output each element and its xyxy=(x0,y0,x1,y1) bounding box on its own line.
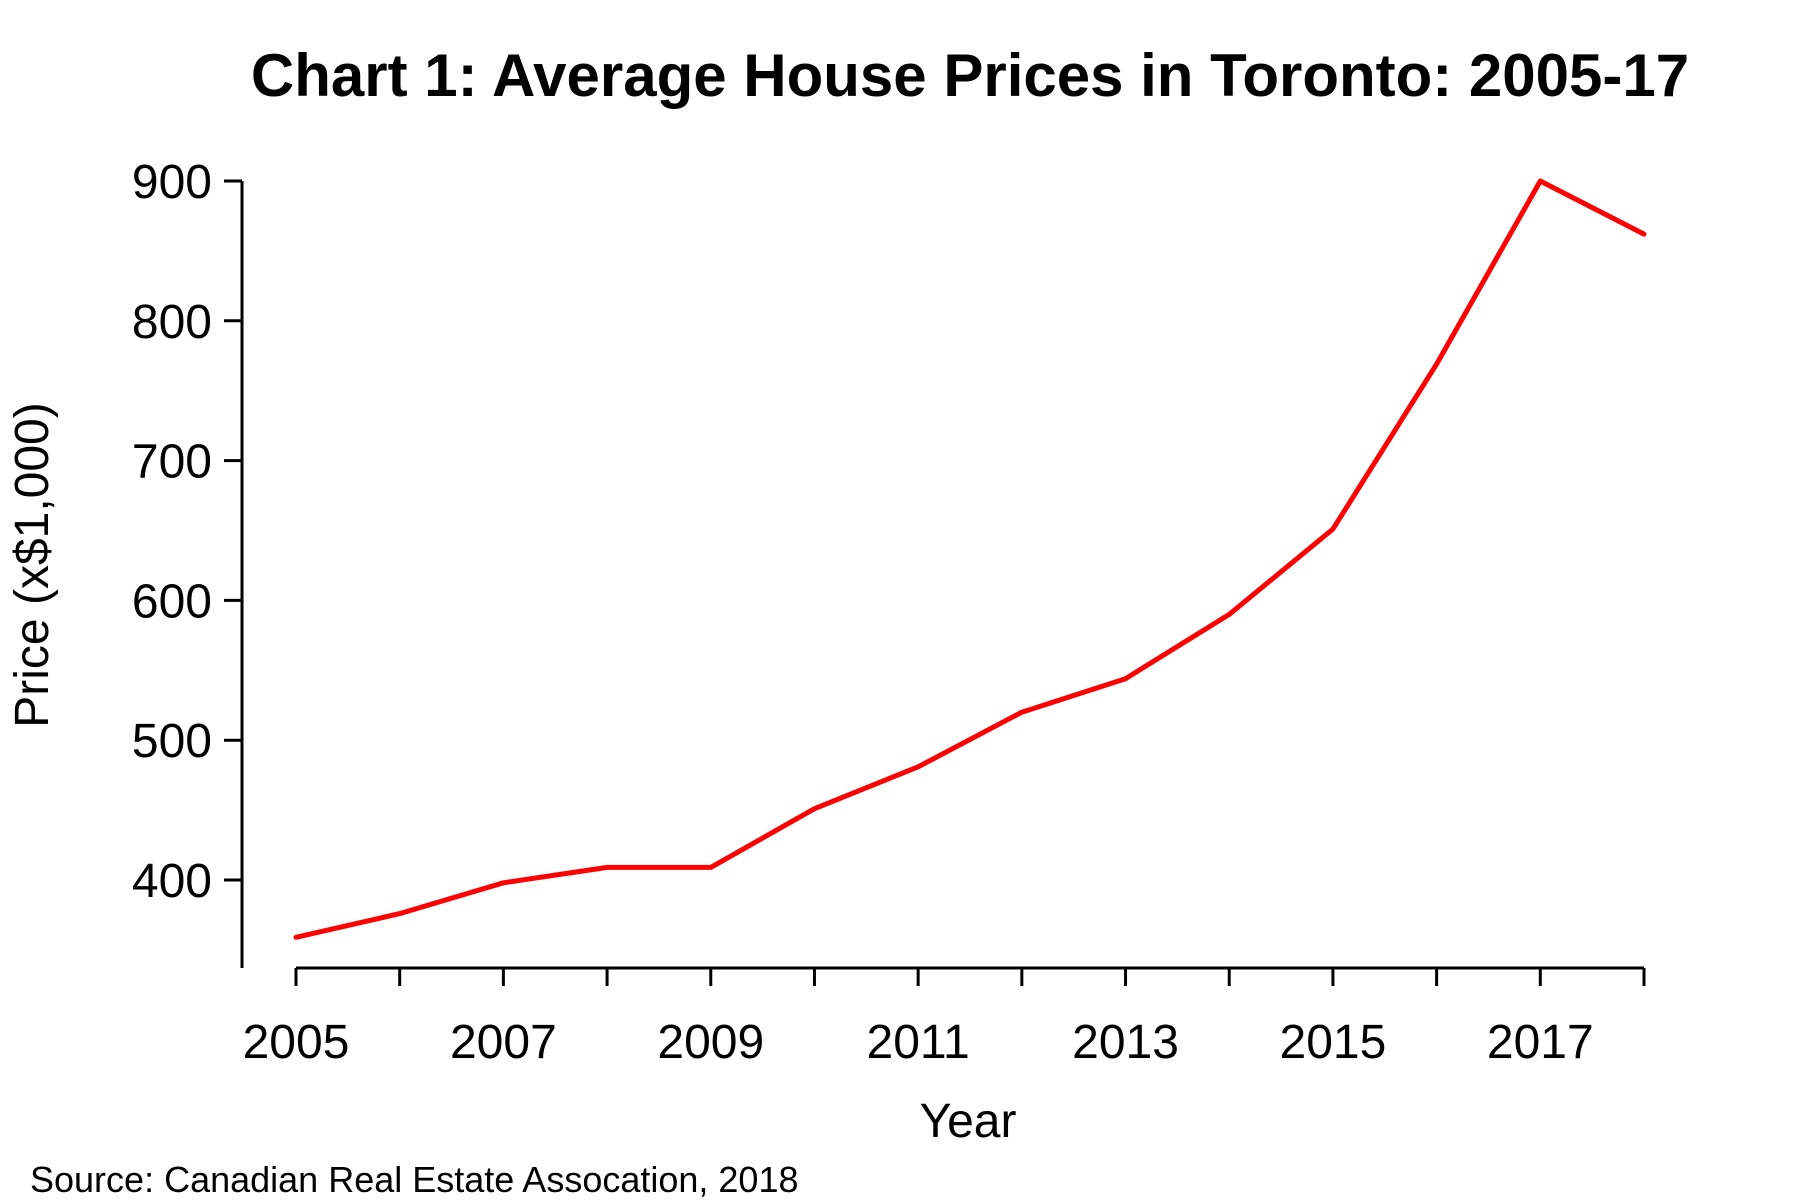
chart-title: Chart 1: Average House Prices in Toronto… xyxy=(251,42,1689,109)
x-tick-label: 2007 xyxy=(450,1016,557,1069)
x-tick-label: 2005 xyxy=(243,1016,350,1069)
y-tick-label: 500 xyxy=(132,715,212,768)
y-tick-label: 700 xyxy=(132,436,212,489)
x-tick-label: 2011 xyxy=(867,1016,970,1069)
x-tick-label: 2009 xyxy=(657,1016,764,1069)
y-axis-ticks: 400 500 600 700 800 900 xyxy=(132,156,242,908)
x-axis-ticks: 2005 2007 2009 2011 2013 2015 2017 xyxy=(243,968,1646,1069)
x-tick-label: 2015 xyxy=(1280,1016,1387,1069)
x-tick-label: 2017 xyxy=(1487,1016,1594,1069)
x-axis-title: Year xyxy=(920,1095,1017,1148)
y-tick-label: 900 xyxy=(132,156,212,209)
x-tick-label: 2013 xyxy=(1072,1016,1179,1069)
y-axis-title: Price (x$1,000) xyxy=(6,402,59,727)
y-tick-label: 800 xyxy=(132,296,212,349)
y-tick-label: 600 xyxy=(132,575,212,628)
source-note: Source: Canadian Real Estate Assocation,… xyxy=(30,1159,799,1200)
price-series-line xyxy=(293,178,1647,940)
y-tick-label: 400 xyxy=(132,855,212,908)
